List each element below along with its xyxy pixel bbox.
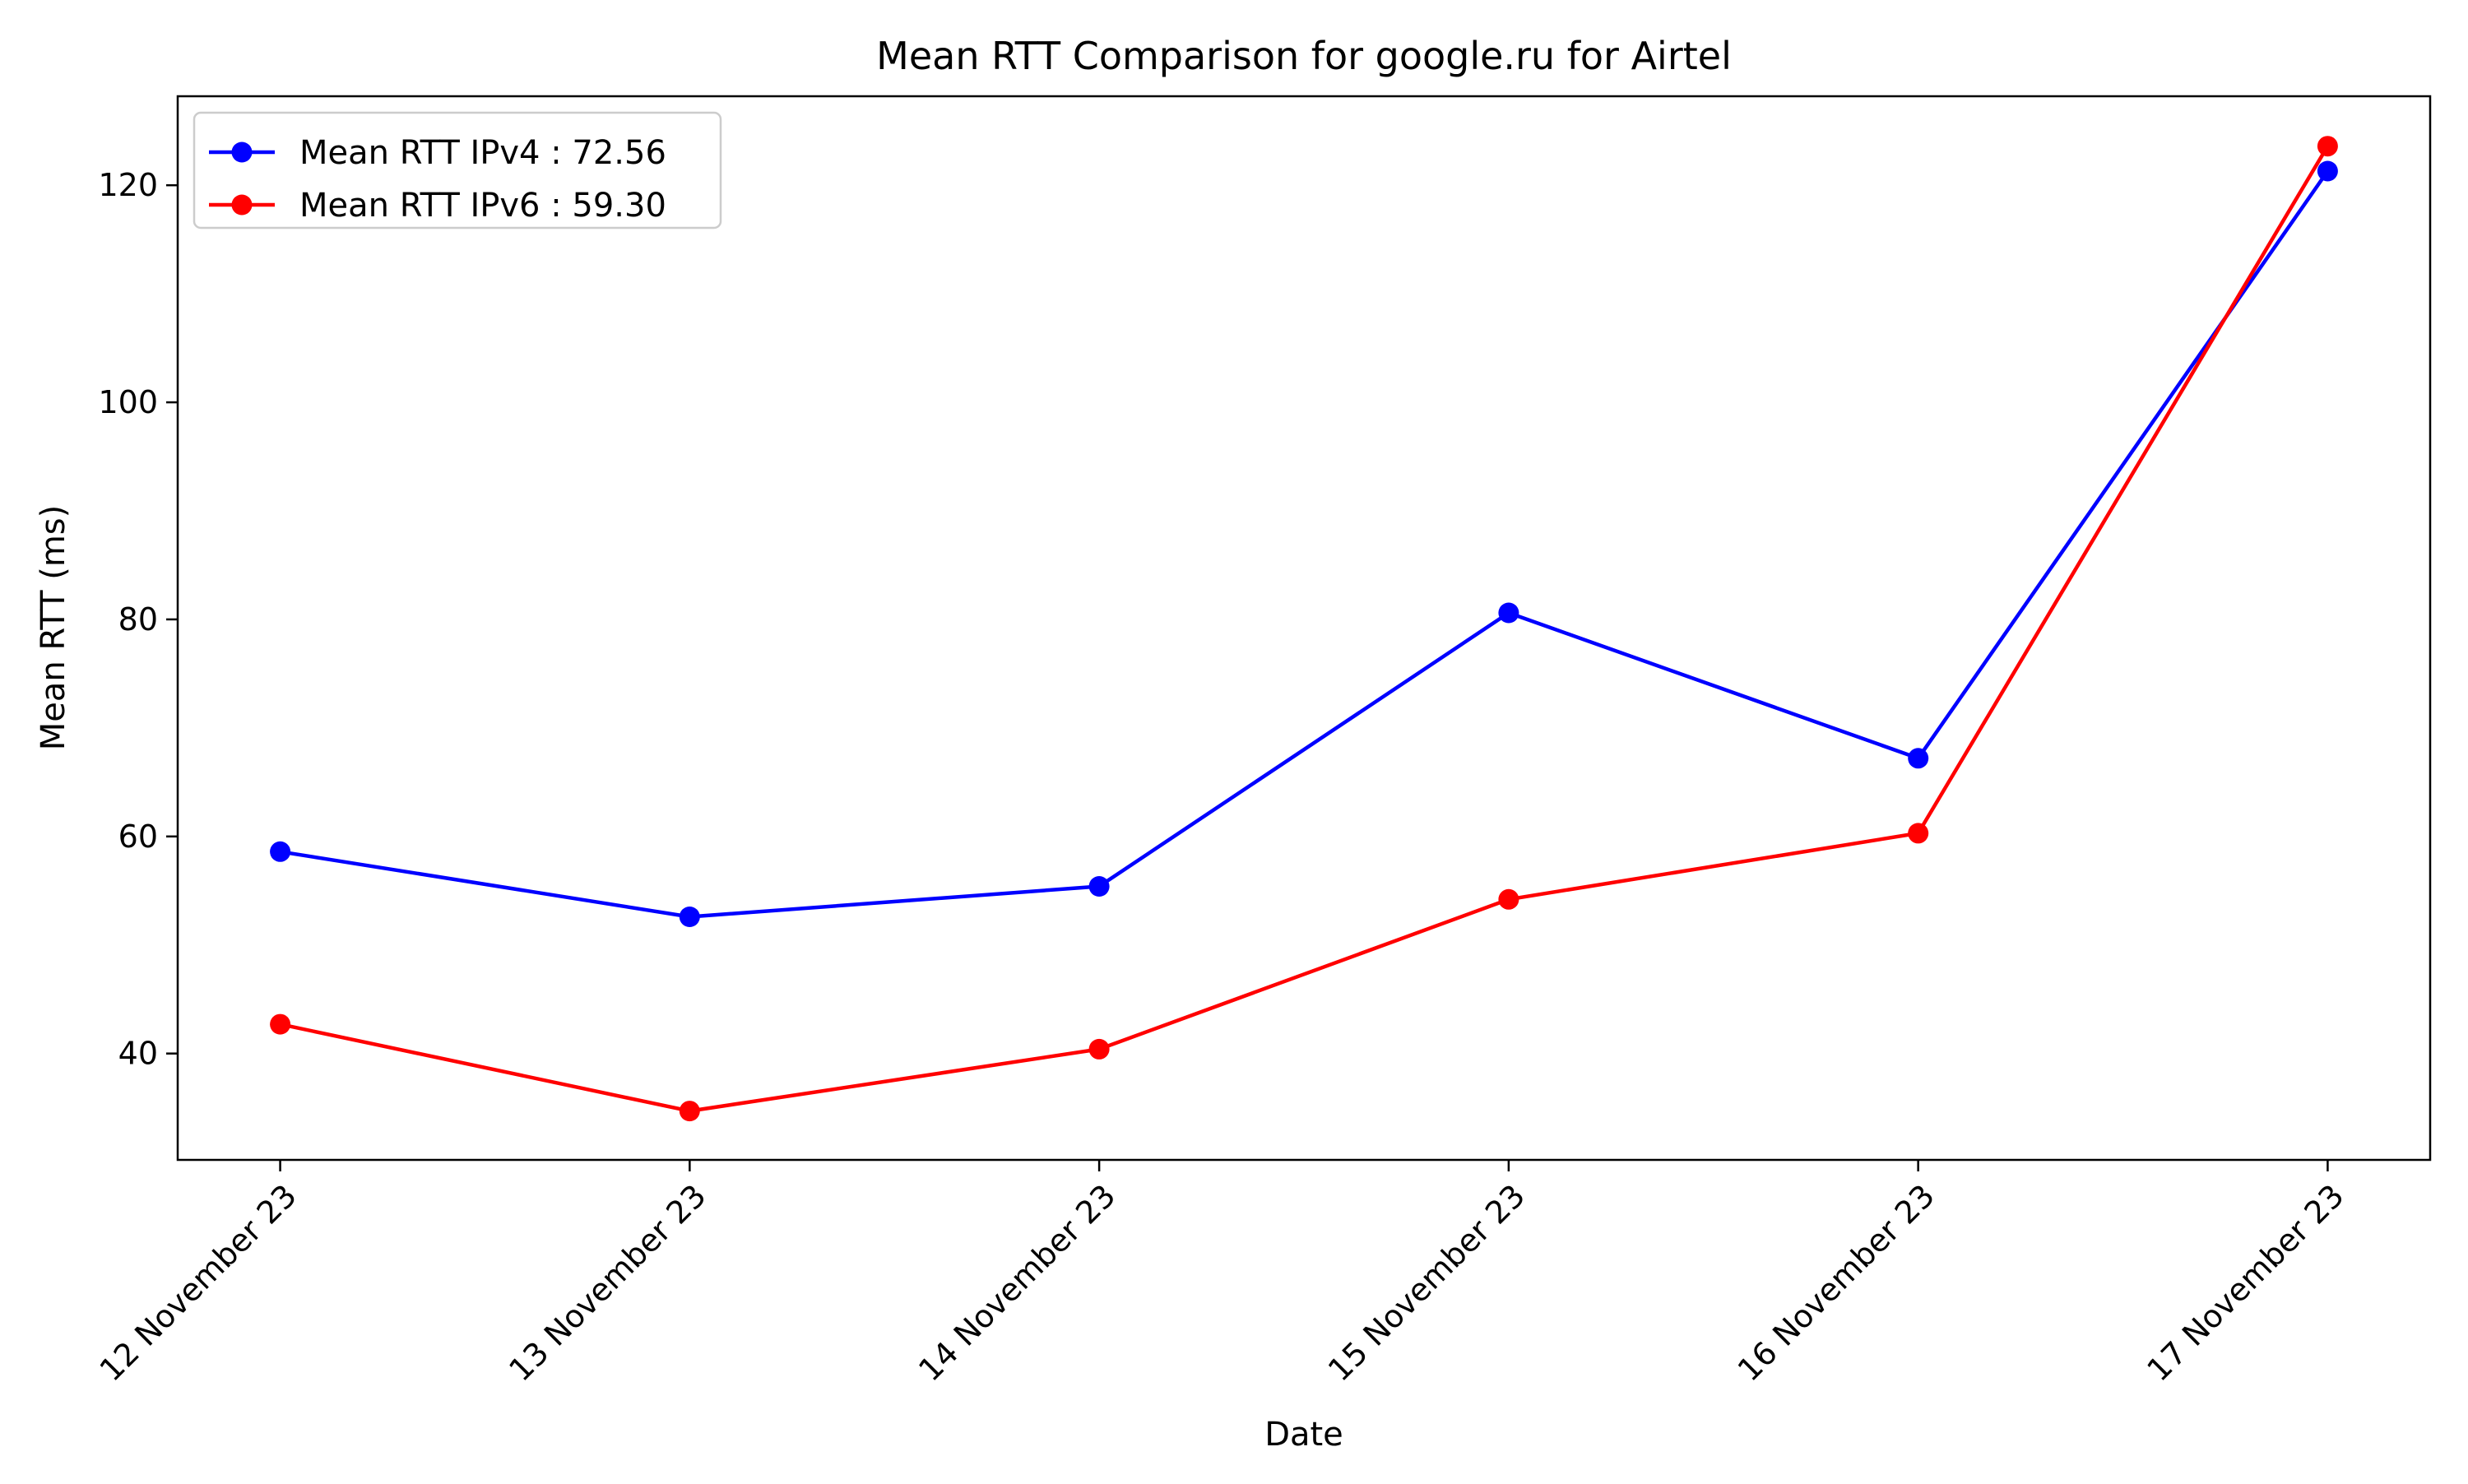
y-tick-label-120: 120	[98, 167, 158, 203]
y-tick-label-60: 60	[118, 819, 158, 855]
legend-marker-1	[231, 141, 253, 163]
legend-label-2: Mean RTT IPv6 : 59.30	[299, 187, 666, 225]
y-tick-label-80: 80	[118, 601, 158, 638]
x-axis-label: Date	[1264, 1416, 1343, 1454]
data-point-series2-1	[270, 1013, 291, 1035]
data-point-series1-5	[1908, 748, 1929, 769]
data-point-series1-1	[270, 841, 291, 862]
series-line-2	[280, 145, 2330, 1113]
legend-label-1: Mean RTT IPv4 : 72.56	[299, 134, 666, 172]
y-axis-label: Mean RTT (ms)	[35, 505, 72, 750]
data-point-series2-4	[1498, 888, 1519, 910]
legend-box	[193, 111, 722, 230]
data-point-series1-6	[2317, 160, 2338, 182]
series-line-1	[280, 169, 2330, 919]
data-point-series1-4	[1498, 602, 1519, 624]
data-point-series1-2	[679, 907, 700, 927]
legend-marker-2	[231, 194, 253, 216]
data-point-series2-6	[2317, 136, 2338, 157]
data-point-series2-3	[1088, 1038, 1110, 1060]
chart-title: Mean RTT Comparison for google.ru for Ai…	[876, 34, 1732, 78]
y-tick-label-40: 40	[118, 1036, 158, 1072]
plot-frame	[176, 95, 2432, 1162]
data-point-series1-3	[1088, 876, 1110, 897]
data-point-series2-2	[679, 1101, 700, 1122]
data-point-series2-5	[1908, 823, 1929, 844]
legend: Mean RTT IPv4 : 72.56 Mean RTT IPv6 : 59.…	[193, 111, 722, 230]
y-tick-label-100: 100	[98, 384, 158, 420]
